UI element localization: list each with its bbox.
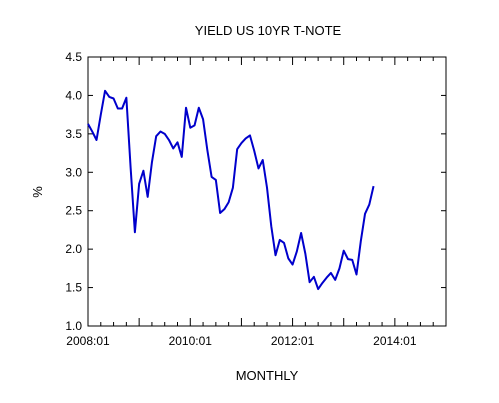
y-axis-title: % [30, 186, 45, 198]
x-axis-title: MONTHLY [236, 368, 299, 383]
chart-title: YIELD US 10YR T-NOTE [195, 23, 342, 38]
y-tick-label: 4.0 [65, 88, 82, 102]
y-axis: 1.0 1.5 2.0 2.5 3.0 3.5 4.0 4.5 [65, 50, 446, 333]
y-tick-label: 4.5 [65, 50, 82, 64]
x-tick-label: 2012:01 [271, 334, 315, 348]
y-tick-label: 2.5 [65, 204, 82, 218]
y-tick-label: 2.0 [65, 242, 82, 256]
x-tick-label: 2008:01 [66, 334, 110, 348]
series-line-yield [87, 89, 375, 291]
x-tick-label: 2014:01 [373, 334, 417, 348]
y-tick-label: 1.5 [65, 281, 82, 295]
y-tick-label: 1.0 [65, 319, 82, 333]
y-tick-label: 3.0 [65, 165, 82, 179]
x-tick-label: 2010:01 [169, 334, 213, 348]
series-layer [87, 89, 375, 291]
x-axis: 2008:01 2010:01 2012:01 2014:01 [66, 57, 434, 348]
y-tick-label: 3.5 [65, 127, 82, 141]
